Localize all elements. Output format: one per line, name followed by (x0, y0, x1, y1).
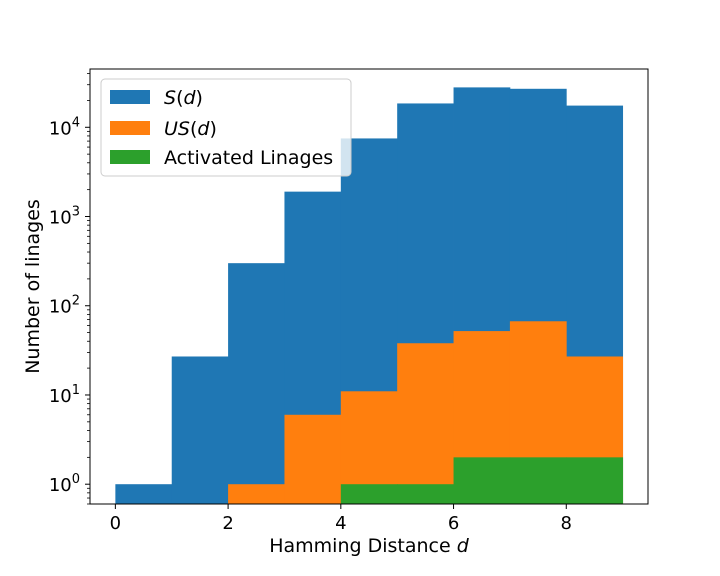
bar-series1-bin5 (397, 343, 454, 504)
bar-series1-bin2 (228, 484, 285, 504)
legend-swatch-activated (110, 150, 150, 164)
y-tick-label: 103 (49, 205, 80, 229)
bar-series0-bin1 (171, 356, 229, 504)
legend-box (100, 78, 352, 177)
bar-series2-bin4 (340, 484, 398, 504)
x-axis-label: Hamming Distance d (269, 535, 470, 557)
x-tick-label: 4 (335, 513, 346, 534)
bars-layer (115, 87, 624, 505)
bar-series0-bin0 (115, 484, 173, 504)
legend-label-activated: Activated Linages (164, 147, 333, 169)
x-tick-label: 8 (561, 513, 572, 534)
bar-series2-bin6 (453, 457, 511, 504)
y-tick-label: 102 (49, 294, 80, 318)
legend-entry-s: S(d) (110, 87, 203, 109)
y-tick-label: 104 (49, 115, 80, 139)
y-axis-ticks: 100 101 102 103 104 (49, 73, 90, 505)
plot-frame (89, 68, 649, 505)
x-axis-label-text: Hamming Distance (269, 535, 450, 557)
x-axis-label-var: d (457, 535, 470, 557)
y-tick-label: 100 (49, 472, 80, 496)
legend-entry-us: US(d) (110, 118, 217, 140)
legend-entry-activated: Activated Linages (110, 147, 333, 169)
x-tick-label: 0 (110, 513, 121, 534)
bar-series1-bin3 (284, 414, 342, 504)
y-axis-label: Number of linages (22, 199, 44, 374)
legend: S(d) US(d) Activated Linages (100, 78, 352, 177)
legend-swatch-us (110, 121, 150, 135)
x-tick-label: 2 (222, 513, 233, 534)
x-axis-ticks: 0 2 4 6 8 (110, 504, 572, 534)
bar-series2-bin5 (397, 484, 454, 504)
legend-swatch-s (110, 90, 150, 104)
legend-label-s: S(d) (164, 87, 203, 109)
bar-series2-bin8 (566, 457, 624, 504)
legend-label-us: US(d) (164, 118, 217, 140)
bar-series0-bin2 (228, 263, 285, 504)
bar-series2-bin7 (509, 457, 567, 504)
x-tick-label: 6 (448, 513, 459, 534)
y-tick-label: 101 (49, 383, 80, 407)
